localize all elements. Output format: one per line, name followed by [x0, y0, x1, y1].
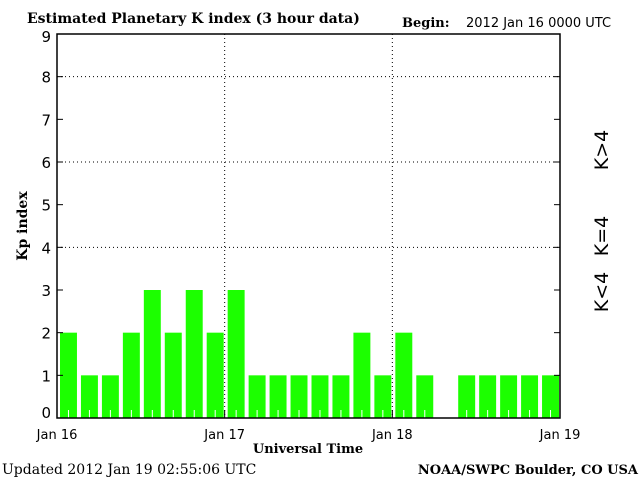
y-tick-label: 2: [41, 325, 51, 343]
chart-title: Estimated Planetary K index (3 hour data…: [27, 11, 360, 27]
x-tick-label: Jan 19: [539, 428, 581, 443]
y-tick-label: 7: [41, 111, 51, 129]
y-tick-label: 5: [41, 197, 51, 215]
kp-bar: [332, 375, 350, 418]
kp-bar: [290, 375, 308, 418]
y-tick-label: 1: [41, 367, 51, 385]
y-tick-label: 9: [41, 28, 51, 46]
kp-bar: [164, 332, 182, 418]
kp-bar: [143, 290, 161, 418]
y-tick-label: 3: [41, 282, 51, 300]
kp-bar: [227, 290, 245, 418]
y-tick-label: 0: [41, 404, 51, 422]
updated-text: Updated 2012 Jan 19 02:55:06 UTC: [2, 462, 256, 478]
bars: [60, 290, 559, 418]
x-tick-label: Jan 17: [203, 428, 245, 443]
kp-bar: [395, 332, 413, 418]
kp-bar: [269, 375, 287, 418]
y-ticks: 0 1 2 3 4 5 6 7 8 9: [41, 28, 560, 422]
x-tick-label: Jan 16: [36, 428, 78, 443]
begin-label: Begin:: [402, 16, 450, 31]
x-axis-label: Universal Time: [253, 442, 363, 457]
kp-bar: [101, 375, 119, 418]
legend-item: K=4: [591, 216, 613, 256]
plot-frame: [56, 33, 561, 419]
grid: [57, 34, 560, 418]
kp-bar: [311, 375, 329, 418]
kp-bar: [458, 375, 476, 418]
kp-bar: [542, 375, 559, 418]
kp-bar: [500, 375, 518, 418]
x-ticks: Jan 16 Jan 17 Jan 18 Jan 19: [36, 410, 581, 443]
kp-bar: [80, 375, 98, 418]
y-axis-label: Kp index: [15, 191, 31, 261]
kp-bar: [60, 332, 77, 418]
legend-item: K>4: [591, 130, 613, 170]
legend: K>4 K=4 K<4: [591, 130, 613, 312]
y-tick-label: 8: [41, 69, 51, 87]
y-tick-label: 6: [41, 154, 51, 172]
kp-bar: [185, 290, 203, 418]
source-text: NOAA/SWPC Boulder, CO USA: [418, 463, 639, 478]
kp-bar: [479, 375, 497, 418]
x-tick-label: Jan 18: [371, 428, 413, 443]
kp-bar: [206, 332, 224, 418]
kp-bar: [374, 375, 392, 418]
kp-bar: [353, 332, 371, 418]
y-tick-label: 4: [41, 239, 51, 257]
begin-value: 2012 Jan 16 0000 UTC: [466, 16, 611, 31]
kp-bar: [416, 375, 434, 418]
kp-bar: [122, 332, 140, 418]
kp-bar: [248, 375, 266, 418]
kp-bar: [521, 375, 539, 418]
legend-item: K<4: [591, 272, 613, 312]
